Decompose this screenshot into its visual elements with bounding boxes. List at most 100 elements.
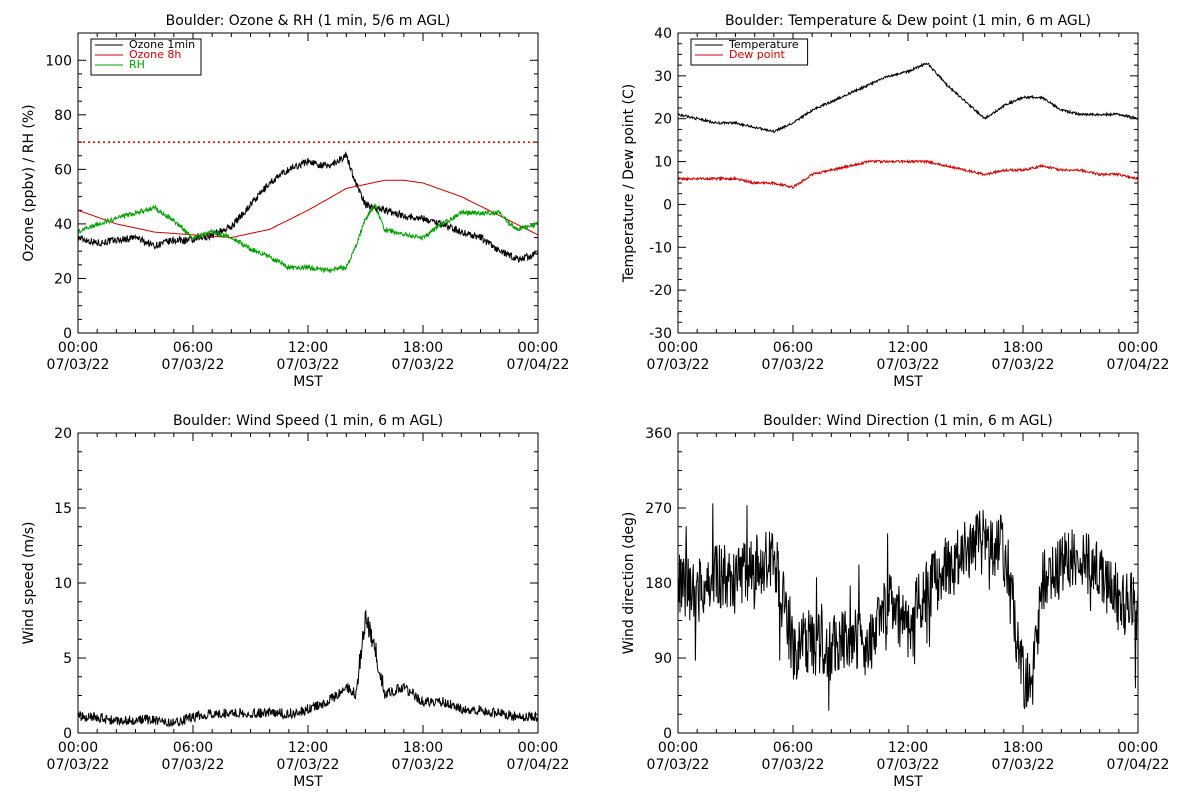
y-tick-label: 360 [645,426,672,442]
chart-title: Boulder: Wind Direction (1 min, 6 m AGL) [763,413,1052,429]
x-tick-label: 00:00 [1118,740,1158,756]
x-tick-label: 12:00 [888,740,928,756]
y-tick-label: 270 [645,501,672,517]
x-tick-label: 00:00 [58,340,98,356]
x-tick-date-label: 07/03/22 [992,357,1055,373]
x-tick-date-label: 07/03/22 [762,357,825,373]
y-tick-label: 10 [54,576,72,592]
x-tick-date-label: 07/03/22 [47,757,110,773]
x-tick-date-label: 07/03/22 [162,757,225,773]
chart-title: Boulder: Ozone & RH (1 min, 5/6 m AGL) [166,13,451,29]
y-axis-label: Wind speed (m/s) [21,522,37,645]
series-line [78,179,538,239]
x-tick-date-label: 07/04/22 [1107,757,1170,773]
x-tick-label: 06:00 [173,740,213,756]
x-tick-label: 06:00 [173,340,213,356]
chart-wind_dir: Boulder: Wind Direction (1 min, 6 m AGL)… [621,413,1169,790]
x-tick-date-label: 07/03/22 [392,757,455,773]
chart-title: Boulder: Wind Speed (1 min, 6 m AGL) [173,413,443,429]
y-tick-label: 0 [663,726,672,742]
x-tick-label: 18:00 [1003,740,1043,756]
x-tick-label: 00:00 [518,340,558,356]
x-tick-label: 18:00 [403,340,443,356]
y-tick-label: -30 [649,326,672,342]
y-tick-label: 60 [54,162,72,178]
legend-entry: Ozone 8h [129,48,181,61]
y-tick-label: 180 [645,576,672,592]
x-tick-date-label: 07/03/22 [47,357,110,373]
x-tick-date-label: 07/04/22 [507,357,570,373]
x-tick-date-label: 07/03/22 [277,757,340,773]
y-tick-label: 90 [654,651,672,667]
x-tick-date-label: 07/03/22 [647,357,710,373]
legend-entry: Dew point [729,48,785,61]
y-tick-label: 15 [54,501,72,517]
series-line [678,159,1138,190]
x-tick-label: 12:00 [888,340,928,356]
chart-ozone_rh: Boulder: Ozone & RH (1 min, 5/6 m AGL) 0 2… [21,13,569,390]
y-tick-label: 5 [63,651,72,667]
series-line [78,151,538,263]
x-tick-label: 00:00 [518,740,558,756]
x-tick-label: 18:00 [1003,340,1043,356]
y-tick-label: 30 [654,69,672,85]
x-tick-date-label: 07/03/22 [762,757,825,773]
chart-temp_dew: Boulder: Temperature & Dew point (1 min,… [621,13,1169,390]
x-tick-date-label: 07/03/22 [877,357,940,373]
y-tick-label: 100 [45,53,72,69]
x-tick-date-label: 07/03/22 [992,757,1055,773]
series-line [78,609,538,728]
x-tick-label: 12:00 [288,740,328,756]
legend-entry: Ozone 1min [129,38,195,51]
y-axis-label: Wind direction (deg) [621,512,637,655]
y-tick-label: 10 [654,155,672,171]
x-tick-label: 00:00 [1118,340,1158,356]
y-tick-label: 0 [663,197,672,213]
y-tick-label: 0 [63,326,72,342]
y-tick-label: 40 [654,26,672,42]
x-tick-date-label: 07/03/22 [647,757,710,773]
x-tick-label: 06:00 [773,740,813,756]
x-tick-date-label: 07/03/22 [277,357,340,373]
plot-frame [677,432,1139,734]
series-line [678,62,1138,134]
legend-entry: RH [129,58,145,71]
series-line [678,503,1138,711]
y-tick-label: 20 [54,426,72,442]
x-tick-date-label: 07/03/22 [877,757,940,773]
y-tick-label: 40 [54,217,72,233]
legend-box [690,38,809,66]
chart-wind_speed: Boulder: Wind Speed (1 min, 6 m AGL) 0 5 10… [21,413,569,790]
y-tick-label: -10 [649,240,672,256]
x-tick-label: 00:00 [658,340,698,356]
plot-frame [77,32,539,334]
y-tick-label: 20 [54,271,72,287]
y-axis-label: Temperature / Dew point (C) [621,84,637,283]
y-axis-label: Ozone (ppbv) / RH (%) [21,104,37,261]
plot-frame [77,432,539,734]
x-tick-label: 18:00 [403,740,443,756]
plot-frame [677,32,1139,334]
x-tick-label: 12:00 [288,340,328,356]
x-axis-label: MST [893,774,923,790]
x-tick-date-label: 07/04/22 [507,757,570,773]
x-tick-label: 00:00 [658,740,698,756]
y-tick-label: 0 [63,726,72,742]
x-tick-label: 00:00 [58,740,98,756]
x-tick-date-label: 07/03/22 [392,357,455,373]
y-tick-label: -20 [649,283,672,299]
series-line [78,203,538,274]
y-tick-label: 80 [54,108,72,124]
x-axis-label: MST [293,374,323,390]
legend-entry: Temperature [728,38,799,51]
x-axis-label: MST [293,774,323,790]
x-tick-date-label: 07/04/22 [1107,357,1170,373]
x-tick-label: 06:00 [773,340,813,356]
x-tick-date-label: 07/03/22 [162,357,225,373]
chart-title: Boulder: Temperature & Dew point (1 min,… [725,13,1091,29]
y-tick-label: 20 [654,112,672,128]
